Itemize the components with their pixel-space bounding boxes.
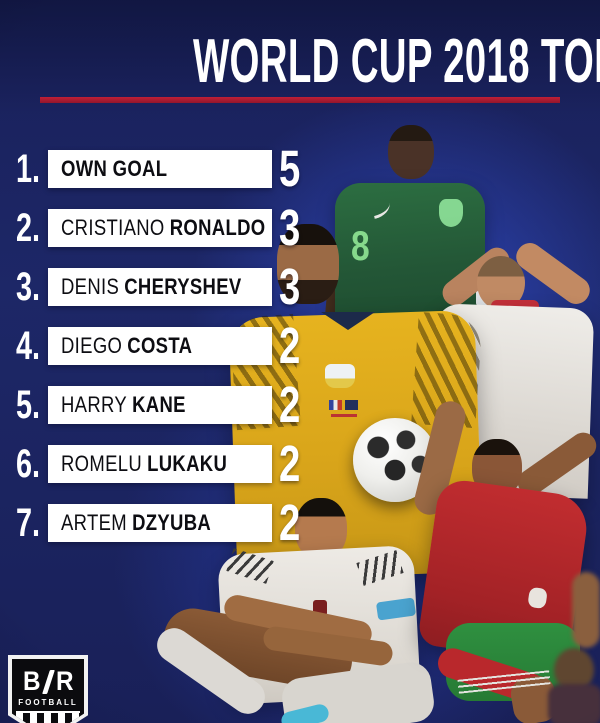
scorer-name: ROMELU LUKAKU — [61, 453, 227, 475]
score-value: 2 — [279, 376, 301, 433]
rank-label: 2. — [15, 206, 40, 250]
scorer-last-name: KANE — [132, 392, 186, 417]
scorer-name: ARTEM DZYUBA — [61, 512, 211, 534]
score-value: 3 — [279, 258, 301, 315]
logo-letter-b: B — [22, 666, 41, 696]
rank-label: 7. — [15, 501, 40, 545]
rank-label: 3. — [15, 265, 40, 309]
scorer-bar: DIEGO COSTA — [48, 327, 272, 365]
scorer-row: 7. ARTEM DZYUBA 2 — [0, 494, 600, 551]
score-value: 3 — [279, 199, 301, 256]
scorer-last-name: OWN GOAL — [61, 156, 168, 181]
rank-label: 1. — [15, 147, 40, 191]
scorer-bar: ARTEM DZYUBA — [48, 504, 272, 542]
logo-br-row: B R — [12, 668, 84, 695]
logo-football-label: FOOTBALL — [18, 698, 78, 707]
scorer-first-name: DIEGO — [61, 333, 123, 358]
scorer-list: 1. OWN GOAL 5 2. CRISTIANO RONALDO 3 — [0, 140, 600, 563]
score-value: 2 — [279, 435, 301, 492]
scorer-last-name: LUKAKU — [147, 451, 228, 476]
scorer-first-name: HARRY — [61, 392, 128, 417]
scorer-first-name: CRISTIANO — [61, 215, 165, 240]
scorer-name: HARRY KANE — [61, 394, 186, 416]
title-underline — [40, 97, 560, 103]
scorer-first-name: ARTEM — [61, 510, 128, 535]
scorer-name: DIEGO COSTA — [61, 335, 192, 357]
rank-label: 5. — [15, 383, 40, 427]
logo-stripes — [16, 711, 80, 723]
scorer-name: OWN GOAL — [61, 158, 167, 180]
scorer-bar: ROMELU LUKAKU — [48, 445, 272, 483]
scorer-last-name: RONALDO — [169, 215, 266, 240]
score-value: 5 — [279, 140, 301, 197]
scorer-name: DENIS CHERYSHEV — [61, 276, 242, 298]
score-value: 2 — [279, 317, 301, 374]
logo-shield: B R FOOTBALL — [12, 659, 84, 723]
logo-letter-r: R — [55, 666, 74, 696]
scorer-row: 6. ROMELU LUKAKU 2 — [0, 435, 600, 492]
scorer-row: 3. DENIS CHERYSHEV 3 — [0, 258, 600, 315]
scorer-first-name: DENIS — [61, 274, 120, 299]
scorer-bar: CRISTIANO RONALDO — [48, 209, 272, 247]
rank-label: 6. — [15, 442, 40, 486]
scorer-bar: OWN GOAL — [48, 150, 272, 188]
scorer-first-name: ROMELU — [61, 451, 143, 476]
scorer-row: 5. HARRY KANE 2 — [0, 376, 600, 433]
scorer-row: 4. DIEGO COSTA 2 — [0, 317, 600, 374]
scorer-last-name: COSTA — [127, 333, 193, 358]
page-title-text: WORLD CUP 2018 TOP SCORERS — [192, 27, 600, 96]
score-value: 2 — [279, 494, 301, 551]
page-title: WORLD CUP 2018 TOP SCORERS — [0, 30, 600, 94]
scorer-name: CRISTIANO RONALDO — [61, 217, 265, 239]
rank-label: 4. — [15, 324, 40, 368]
scorer-row: 1. OWN GOAL 5 — [0, 140, 600, 197]
br-slash-icon — [41, 669, 55, 694]
scorer-row: 2. CRISTIANO RONALDO 3 — [0, 199, 600, 256]
scorer-bar: HARRY KANE — [48, 386, 272, 424]
scorer-bar: DENIS CHERYSHEV — [48, 268, 272, 306]
scorer-last-name: DZYUBA — [132, 510, 212, 535]
scorer-last-name: CHERYSHEV — [124, 274, 242, 299]
br-football-logo: B R FOOTBALL — [8, 655, 88, 723]
